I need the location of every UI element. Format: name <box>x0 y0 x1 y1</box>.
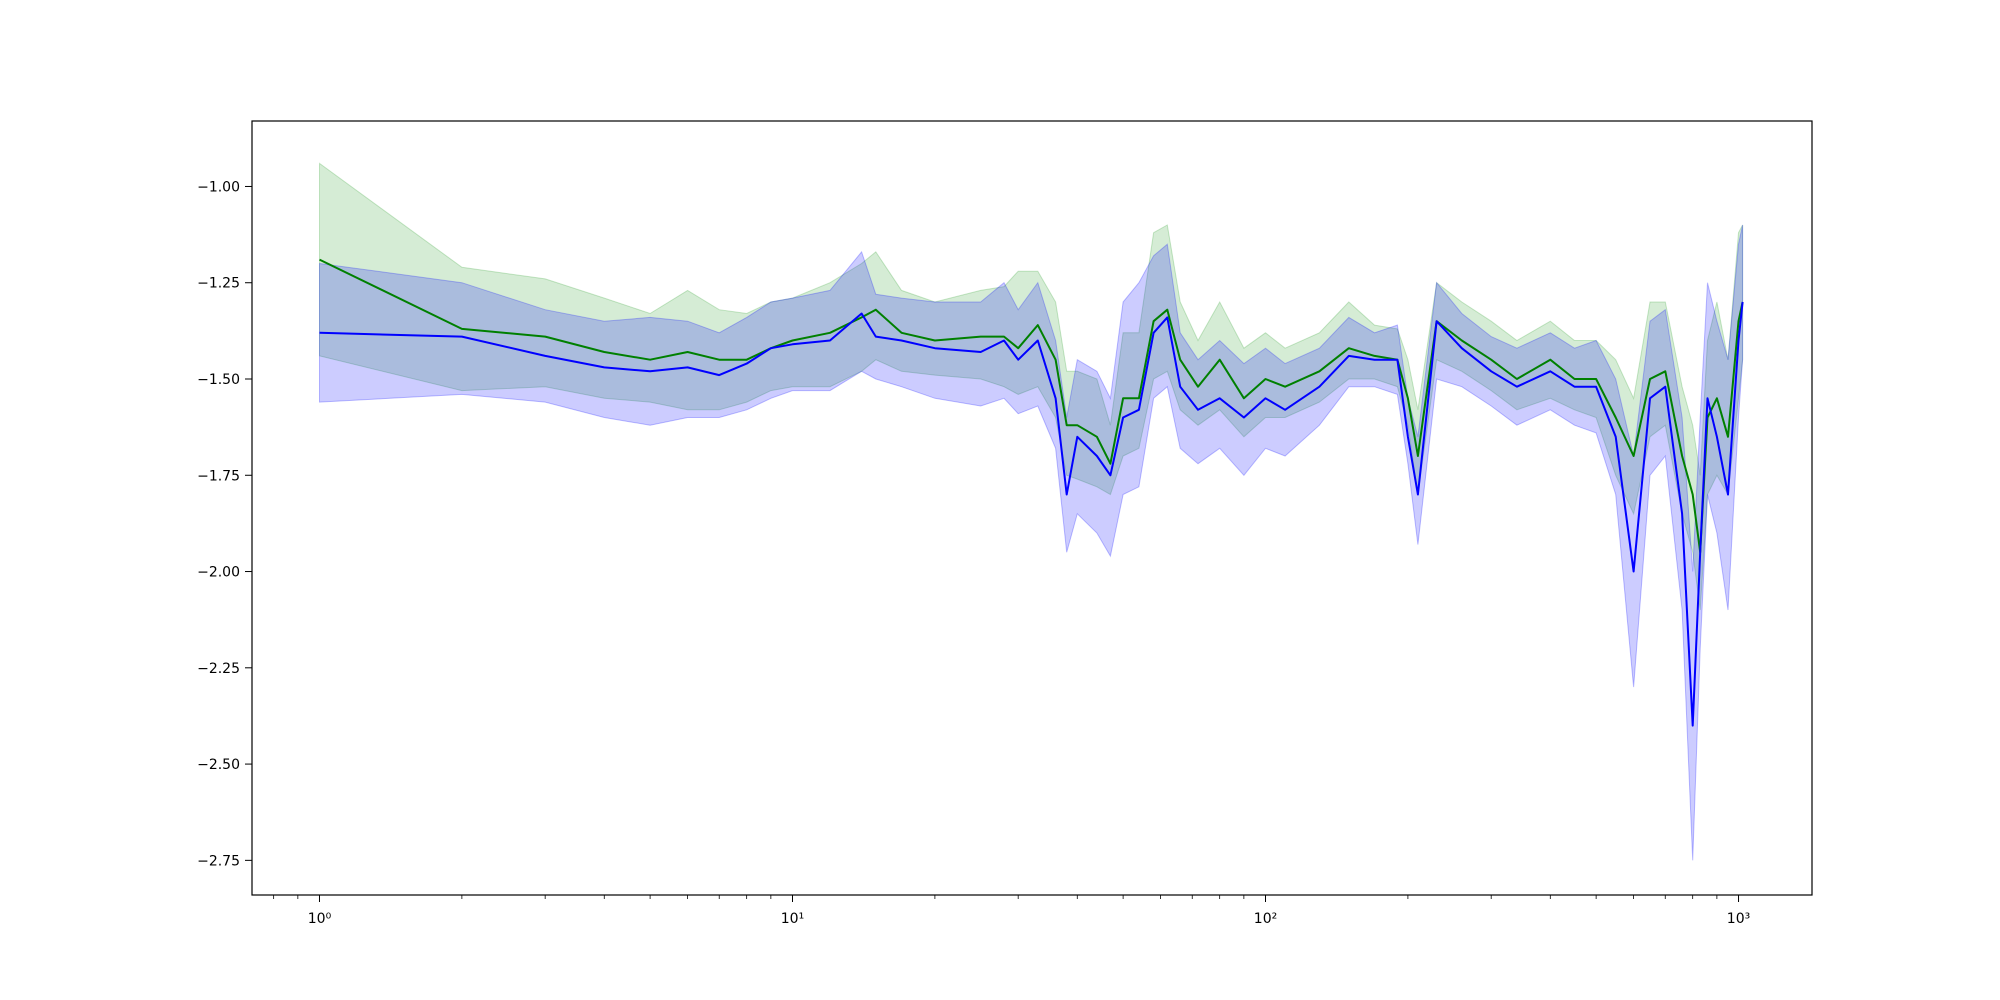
y-tick-label: −1.00 <box>197 179 240 195</box>
y-tick-label: −1.75 <box>197 468 240 484</box>
x-axis: 10⁰ 10¹ 10² 10³ <box>273 895 1750 927</box>
x-tick-label: 10¹ <box>781 911 804 927</box>
series-1-band <box>319 162 1744 611</box>
y-tick-label: −2.25 <box>197 661 240 677</box>
y-tick-label: −2.00 <box>197 565 240 581</box>
series-lines <box>319 258 1744 727</box>
y-tick-label: −2.50 <box>197 757 240 773</box>
confidence-bands <box>319 162 1744 861</box>
series-2-band <box>319 224 1744 861</box>
x-tick-label: 10⁰ <box>308 911 332 927</box>
series-2-line <box>319 301 1744 727</box>
y-tick-label: −1.25 <box>197 276 240 292</box>
y-tick-label: −2.75 <box>197 853 240 869</box>
y-axis: −1.00 −1.25 −1.50 −1.75 −2.00 −2.25 −2.50 −2.75 <box>197 179 252 869</box>
series-1-line <box>319 258 1744 554</box>
x-tick-label: 10² <box>1254 911 1277 927</box>
x-tick-label: 10³ <box>1727 911 1750 927</box>
y-tick-label: −1.50 <box>197 372 240 388</box>
plot-frame <box>251 120 1813 896</box>
